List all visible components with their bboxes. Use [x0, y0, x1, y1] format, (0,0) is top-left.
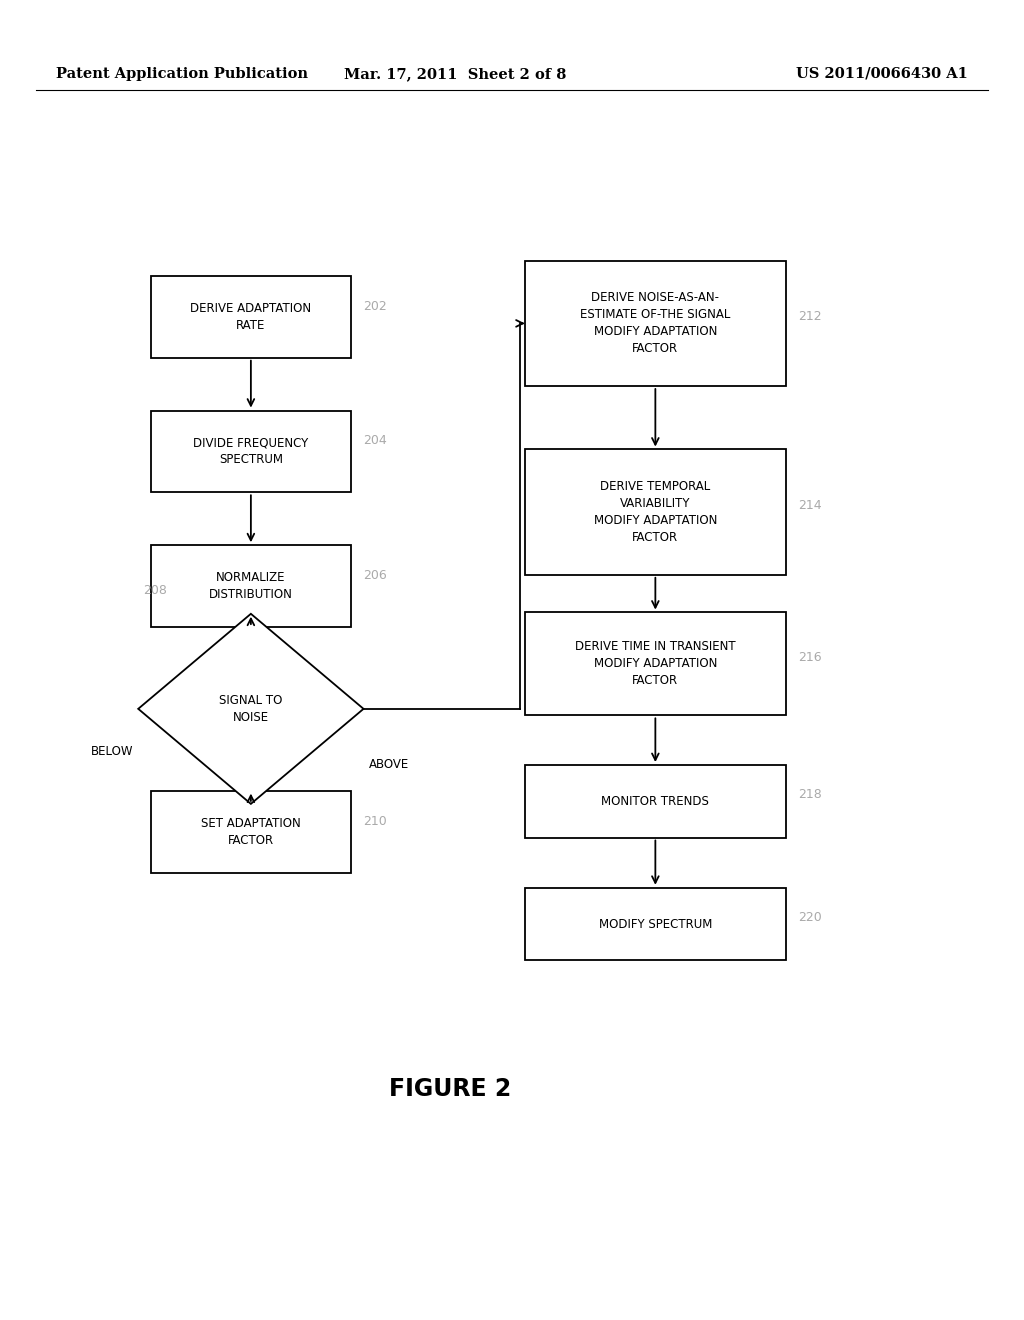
- Bar: [524, 766, 786, 838]
- Bar: [524, 449, 786, 576]
- Text: ABOVE: ABOVE: [369, 758, 409, 771]
- Text: Patent Application Publication: Patent Application Publication: [56, 67, 308, 81]
- Text: NORMALIZE
DISTRIBUTION: NORMALIZE DISTRIBUTION: [209, 572, 293, 601]
- Text: DERIVE TIME IN TRANSIENT
MODIFY ADAPTATION
FACTOR: DERIVE TIME IN TRANSIENT MODIFY ADAPTATI…: [575, 640, 735, 688]
- Text: MODIFY SPECTRUM: MODIFY SPECTRUM: [599, 917, 712, 931]
- Text: 208: 208: [143, 583, 167, 597]
- Bar: [152, 276, 350, 358]
- Text: DIVIDE FREQUENCY
SPECTRUM: DIVIDE FREQUENCY SPECTRUM: [194, 437, 308, 466]
- Text: Mar. 17, 2011  Sheet 2 of 8: Mar. 17, 2011 Sheet 2 of 8: [344, 67, 567, 81]
- Bar: [524, 888, 786, 961]
- Text: 220: 220: [799, 911, 822, 924]
- Text: SIGNAL TO
NOISE: SIGNAL TO NOISE: [219, 694, 283, 723]
- Bar: [524, 612, 786, 715]
- Text: FIGURE 2: FIGURE 2: [389, 1077, 512, 1101]
- Text: DERIVE NOISE-AS-AN-
ESTIMATE OF-THE SIGNAL
MODIFY ADAPTATION
FACTOR: DERIVE NOISE-AS-AN- ESTIMATE OF-THE SIGN…: [581, 292, 730, 355]
- Text: SET ADAPTATION
FACTOR: SET ADAPTATION FACTOR: [201, 817, 301, 846]
- Polygon shape: [138, 614, 364, 804]
- Bar: [524, 261, 786, 385]
- Text: 216: 216: [799, 651, 822, 664]
- Text: 212: 212: [799, 310, 822, 323]
- Text: 202: 202: [364, 300, 387, 313]
- Text: 206: 206: [364, 569, 387, 582]
- Text: 210: 210: [364, 814, 387, 828]
- Text: 218: 218: [799, 788, 822, 801]
- Bar: [152, 791, 350, 873]
- Text: DERIVE ADAPTATION
RATE: DERIVE ADAPTATION RATE: [190, 302, 311, 331]
- Bar: [152, 545, 350, 627]
- Text: US 2011/0066430 A1: US 2011/0066430 A1: [796, 67, 968, 81]
- Text: MONITOR TRENDS: MONITOR TRENDS: [601, 795, 710, 808]
- Text: 204: 204: [364, 434, 387, 447]
- Text: 214: 214: [799, 499, 822, 512]
- Bar: [152, 411, 350, 492]
- Text: BELOW: BELOW: [90, 744, 133, 758]
- Text: DERIVE TEMPORAL
VARIABILITY
MODIFY ADAPTATION
FACTOR: DERIVE TEMPORAL VARIABILITY MODIFY ADAPT…: [594, 480, 717, 544]
